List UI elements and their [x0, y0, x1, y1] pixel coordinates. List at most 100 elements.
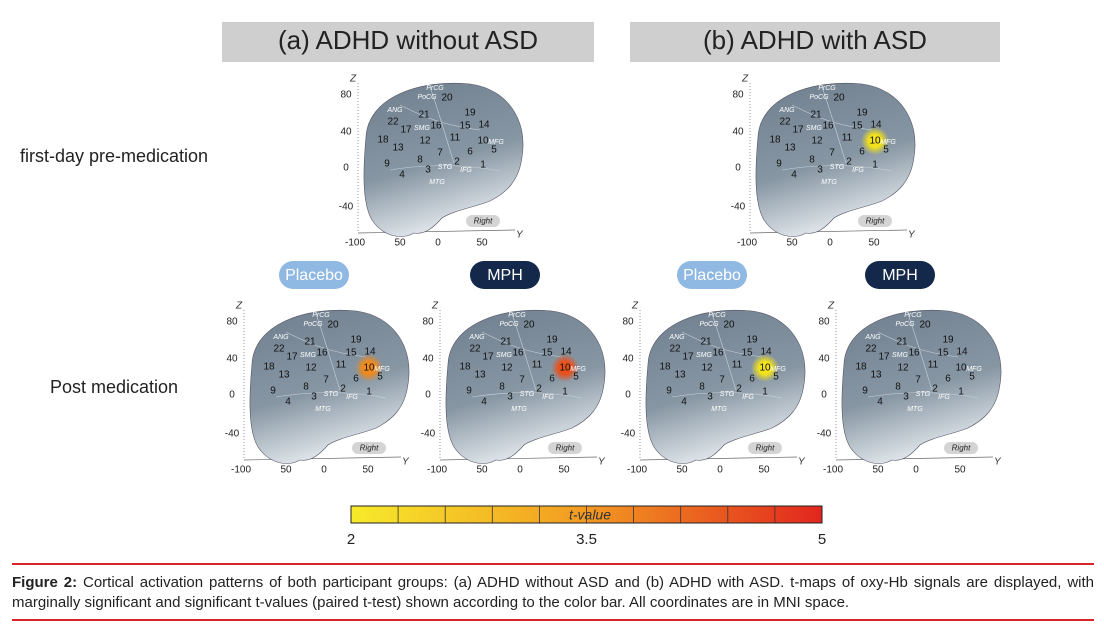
channel-number: 4 — [877, 397, 883, 408]
channel-number: 2 — [340, 384, 346, 395]
z-tick-label: 80 — [818, 317, 830, 328]
channel-number: 14 — [760, 347, 772, 358]
channel-number: 5 — [773, 372, 779, 383]
y-tick-label: 50 — [280, 465, 292, 476]
channel-number: 17 — [878, 352, 890, 363]
region-label: MTG — [821, 179, 837, 186]
side-pill — [748, 442, 782, 454]
button-label: MPH — [487, 267, 523, 284]
y-tick-label: -100 — [823, 465, 843, 476]
axis-label: Z — [349, 74, 357, 85]
region-label: MTG — [711, 406, 727, 413]
z-tick-label: 0 — [625, 390, 631, 401]
header: (b) ADHD with ASD — [703, 25, 927, 55]
channel-number: 21 — [700, 337, 712, 348]
channel-number: 3 — [507, 392, 513, 403]
axis-line — [357, 229, 516, 234]
region-label: MTG — [315, 406, 331, 413]
y-tick-label: 50 — [872, 465, 884, 476]
sulcus — [781, 86, 893, 172]
channel-number: 13 — [474, 370, 486, 381]
y-tick-label: 50 — [954, 465, 966, 476]
channel-number: 20 — [327, 320, 339, 331]
side-label: Right — [360, 444, 379, 453]
channel-number: 22 — [387, 117, 399, 128]
channel-number: 3 — [817, 165, 823, 176]
side-pill — [858, 215, 892, 227]
channel-number: 14 — [956, 347, 968, 358]
region-label: PrCG — [426, 85, 444, 92]
region-label: MFG — [770, 366, 786, 373]
y-tick-label: 50 — [676, 465, 688, 476]
channel-number: 16 — [822, 121, 834, 132]
figure: (a) ADHD without ASD (b) ADHD with ASD f… — [20, 22, 1002, 548]
region-label: STG — [324, 391, 339, 398]
channel-number: 14 — [560, 347, 572, 358]
region-label: ANG — [272, 334, 289, 341]
axis-label: Y — [908, 230, 916, 241]
header-box — [222, 22, 594, 62]
channel-number: 14 — [870, 120, 882, 131]
region-label: PoCG — [303, 321, 323, 328]
region-label: PoCG — [809, 94, 829, 101]
brain — [445, 309, 606, 464]
activation — [355, 354, 383, 382]
channel-number: 5 — [573, 372, 579, 383]
channel-number: 20 — [919, 320, 931, 331]
side-label: Right — [556, 444, 575, 453]
channel-number: 3 — [903, 392, 909, 403]
y-tick-label: 50 — [868, 238, 880, 249]
channel-number: 19 — [350, 335, 362, 346]
channel-number: 1 — [562, 387, 568, 398]
channel-number: 16 — [908, 348, 920, 359]
side-pill — [548, 442, 582, 454]
region-label: STG — [520, 391, 535, 398]
channel-number: 4 — [399, 170, 405, 181]
region-label: MFG — [570, 366, 586, 373]
button-label: MPH — [882, 267, 918, 284]
region-label: PoCG — [699, 321, 719, 328]
z-tick-label: -40 — [421, 429, 436, 440]
sulcus — [471, 313, 583, 399]
channel-number: 2 — [736, 384, 742, 395]
channel-number: 7 — [915, 375, 921, 386]
colorbar-tick-label: 5 — [818, 531, 826, 548]
channel-number: 9 — [270, 386, 276, 397]
side-label: Right — [866, 217, 885, 226]
z-tick-label: 0 — [821, 390, 827, 401]
channel-number: 15 — [741, 348, 753, 359]
region-label: MFG — [880, 139, 896, 146]
axis-label: Z — [741, 74, 749, 85]
region-label: SMG — [414, 125, 431, 132]
y-tick-label: 0 — [321, 465, 327, 476]
channel-number: 21 — [810, 110, 822, 121]
channel-number: 3 — [707, 392, 713, 403]
channel-number: 15 — [851, 121, 863, 132]
channel-number: 4 — [791, 170, 797, 181]
channel-number: 20 — [723, 320, 735, 331]
side-label: Right — [756, 444, 775, 453]
region-label: ANG — [386, 107, 403, 114]
brain — [755, 82, 916, 237]
z-tick-label: 40 — [818, 354, 830, 365]
axis-label: Z — [235, 301, 243, 312]
axis-label: Z — [827, 301, 835, 312]
y-tick-label: 50 — [362, 465, 374, 476]
region-label: IFG — [852, 167, 864, 174]
y-tick-label: 50 — [476, 238, 488, 249]
z-tick-label: -40 — [339, 202, 354, 213]
z-tick-label: 40 — [622, 354, 634, 365]
channel-number: 12 — [811, 136, 823, 147]
channel-number: 6 — [467, 147, 473, 158]
region-label: MFG — [374, 366, 390, 373]
channel-number: 17 — [682, 352, 694, 363]
channel-number: 18 — [659, 362, 671, 373]
channel-number: 9 — [862, 386, 868, 397]
channel-number: 18 — [769, 135, 781, 146]
sulcus — [275, 313, 387, 399]
channel-number: 21 — [418, 110, 430, 121]
channel-number: 22 — [865, 344, 877, 355]
colorbar-tick-label: 3.5 — [576, 531, 597, 548]
